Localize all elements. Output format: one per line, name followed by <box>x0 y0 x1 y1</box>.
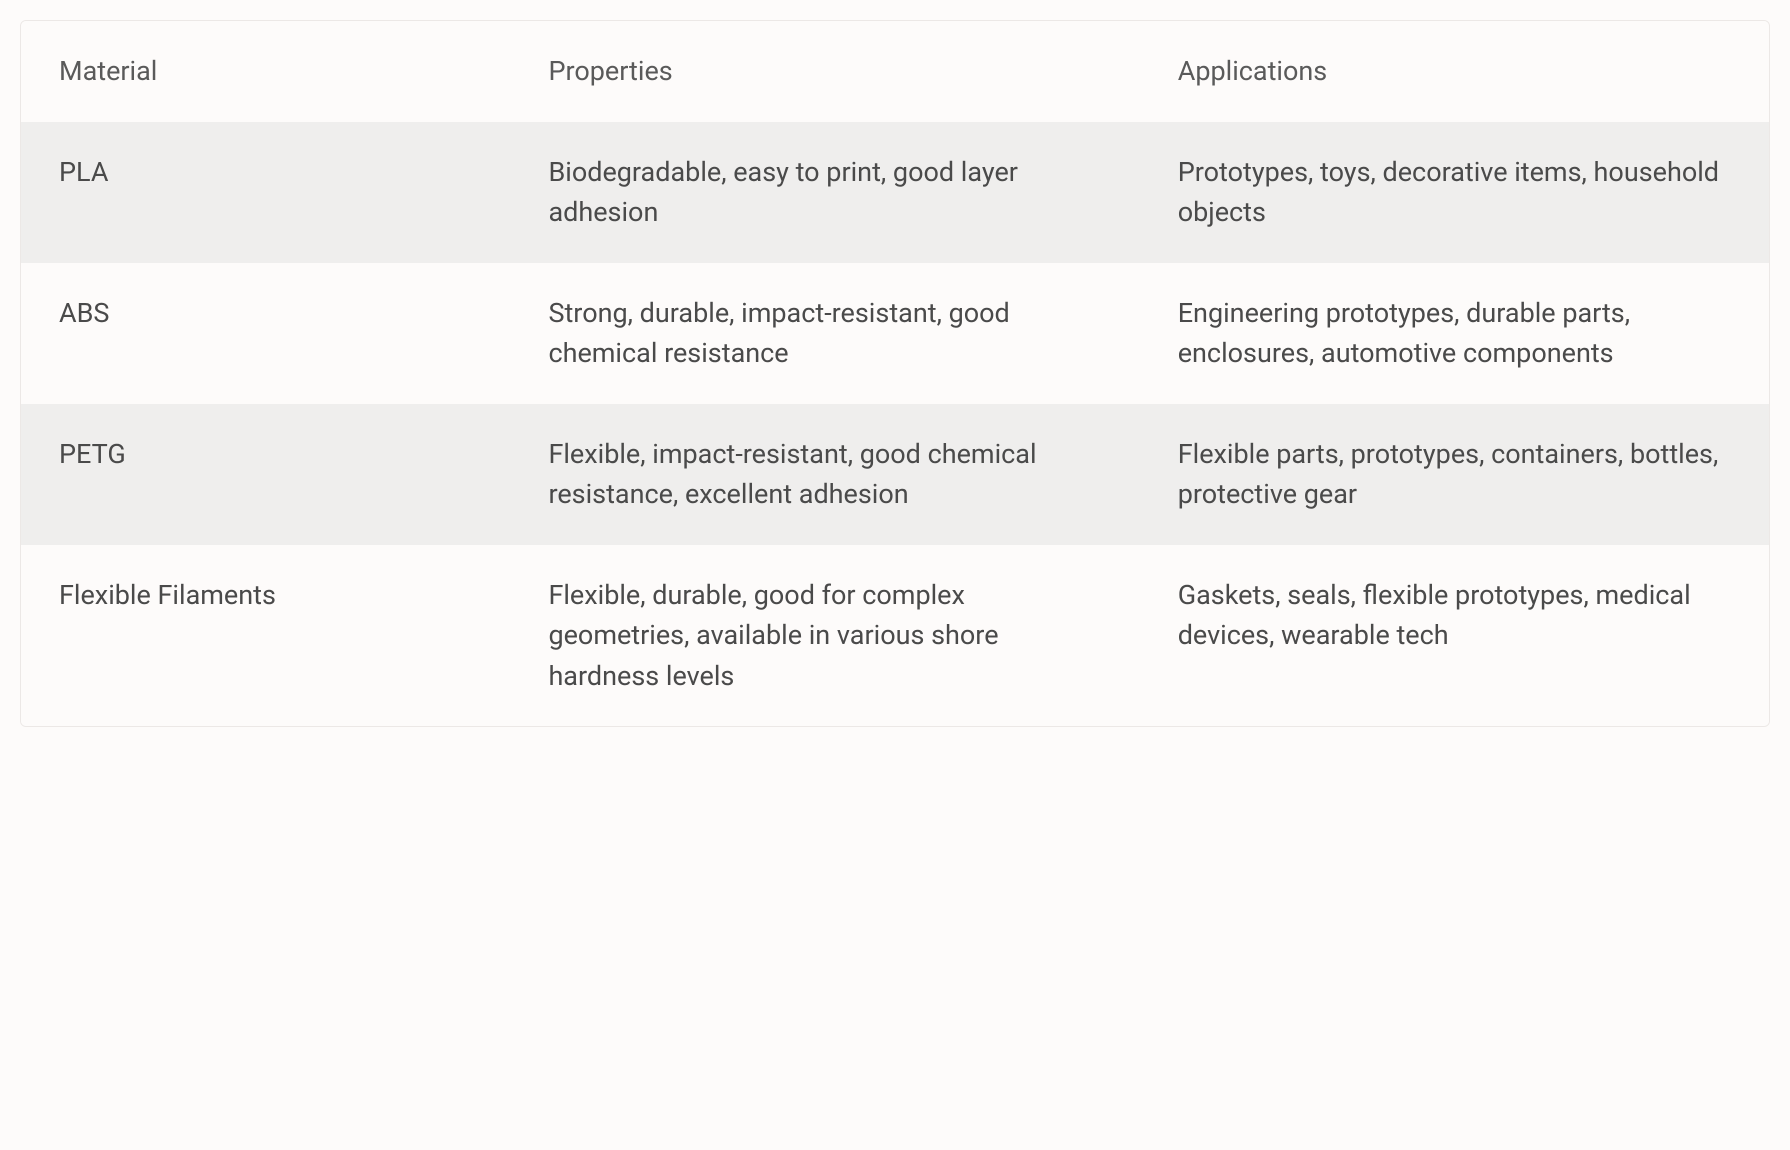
cell-applications: Engineering prototypes, durable parts, e… <box>1140 263 1769 404</box>
cell-material: ABS <box>21 263 510 404</box>
cell-properties: Flexible, impact-resistant, good chemica… <box>510 404 1139 545</box>
column-header-properties: Properties <box>510 21 1139 122</box>
cell-material: PETG <box>21 404 510 545</box>
column-header-applications: Applications <box>1140 21 1769 122</box>
cell-properties: Strong, durable, impact-resistant, good … <box>510 263 1139 404</box>
table-row: ABS Strong, durable, impact-resistant, g… <box>21 263 1769 404</box>
table-row: Flexible Filaments Flexible, durable, go… <box>21 545 1769 727</box>
materials-table: Material Properties Applications PLA Bio… <box>21 21 1769 726</box>
materials-table-container: Material Properties Applications PLA Bio… <box>20 20 1770 727</box>
cell-properties: Biodegradable, easy to print, good layer… <box>510 122 1139 263</box>
cell-material: Flexible Filaments <box>21 545 510 727</box>
cell-properties: Flexible, durable, good for complex geom… <box>510 545 1139 727</box>
column-header-material: Material <box>21 21 510 122</box>
table-row: PETG Flexible, impact-resistant, good ch… <box>21 404 1769 545</box>
cell-applications: Prototypes, toys, decorative items, hous… <box>1140 122 1769 263</box>
table-header-row: Material Properties Applications <box>21 21 1769 122</box>
cell-applications: Gaskets, seals, flexible prototypes, med… <box>1140 545 1769 727</box>
table-row: PLA Biodegradable, easy to print, good l… <box>21 122 1769 263</box>
cell-applications: Flexible parts, prototypes, containers, … <box>1140 404 1769 545</box>
cell-material: PLA <box>21 122 510 263</box>
